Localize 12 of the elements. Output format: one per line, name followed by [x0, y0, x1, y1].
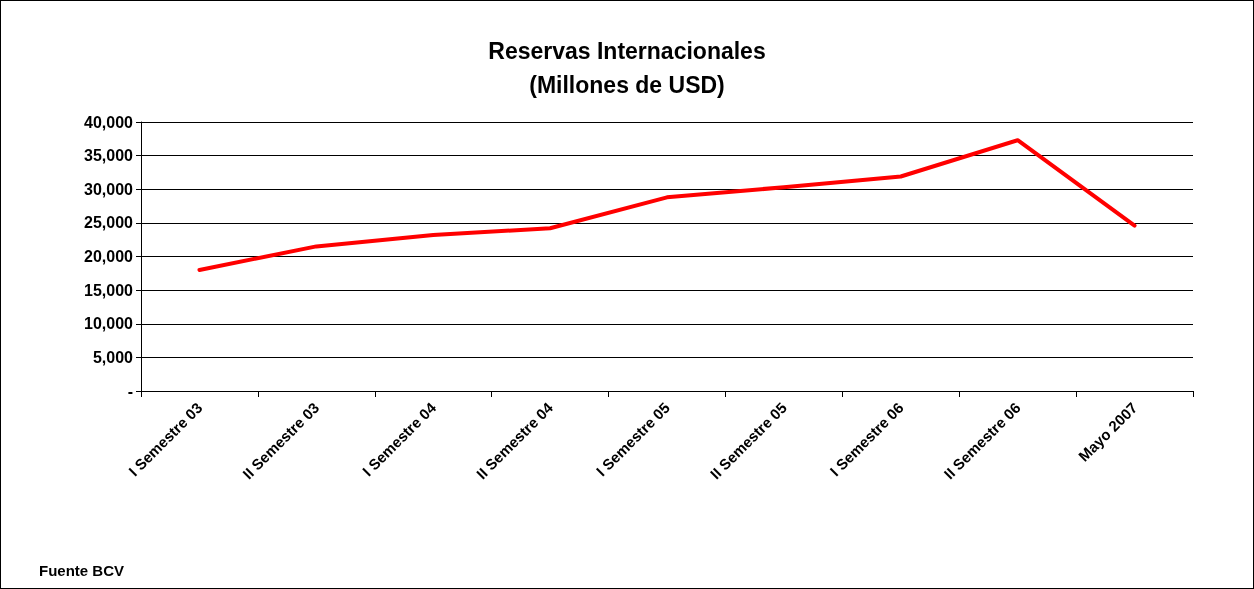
line-series — [197, 138, 1137, 272]
y-tick-label: 35,000 — [84, 147, 134, 165]
y-tick-label: 30,000 — [84, 180, 134, 198]
y-tick-label: 25,000 — [84, 214, 134, 232]
chart-title: Reservas Internacionales (Millones de USD) — [488, 38, 766, 98]
source-note: Fuente BCV — [39, 562, 125, 579]
y-tick-label: 20,000 — [84, 248, 134, 265]
y-tick-label: 15,000 — [84, 281, 134, 299]
y-tick-label: - — [127, 382, 133, 400]
y-tick-label: 40,000 — [84, 113, 134, 131]
y-tick-label: 5,000 — [92, 348, 134, 366]
y-tick-label: 10,000 — [84, 315, 134, 333]
